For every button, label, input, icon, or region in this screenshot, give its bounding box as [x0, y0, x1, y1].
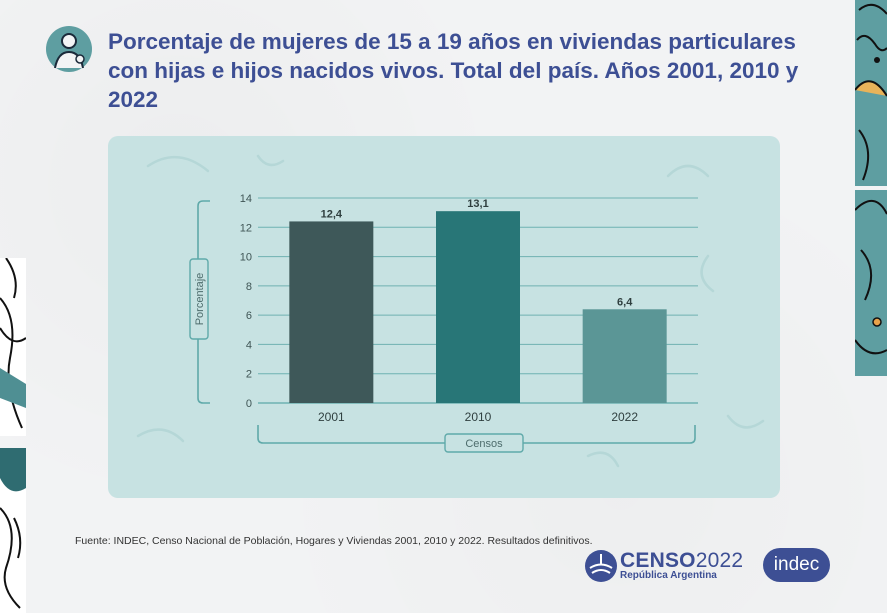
censo-logo-subtitle: República Argentina: [620, 570, 717, 581]
bar-2001: [289, 221, 374, 403]
decorative-illustration-right-bottom: [855, 190, 887, 376]
y-axis-label-box: [189, 258, 209, 340]
bars: [289, 211, 667, 403]
y-axis-label-group: Porcentaje: [189, 200, 210, 404]
x-axis-label-box: [444, 433, 524, 453]
y-tick-label: 4: [246, 339, 252, 351]
y-tick-label: 12: [240, 222, 252, 234]
bar-2010: [436, 211, 520, 403]
y-tick-label: 10: [240, 252, 252, 264]
y-tick-labels: 0 2 4 6 8 10 12 14: [240, 193, 252, 410]
x-tick-label-2001: 2001: [318, 410, 345, 424]
y-tick-label: 2: [246, 369, 252, 381]
bar-chart: 0 2 4 6 8 10 12 14 12,4 13,1 6,4 2001 2010 2022 Por…: [136, 154, 765, 468]
x-tick-labels: 2001 2010 2022: [318, 410, 638, 424]
x-axis-label: Censos: [465, 438, 503, 450]
x-tick-label-2010: 2010: [465, 410, 492, 424]
value-label-2022: 6,4: [617, 296, 633, 308]
censo-logo-icon: [585, 550, 617, 582]
y-axis-label: Porcentaje: [194, 273, 206, 326]
x-axis-label-group: Censos: [257, 425, 696, 453]
panel-decoration: [136, 154, 765, 468]
y-tick-label: 8: [246, 281, 252, 293]
decorative-illustration-left-top: [0, 258, 26, 436]
x-tick-label-2022: 2022: [611, 410, 638, 424]
y-tick-label: 14: [240, 193, 252, 205]
censo-logo: CENSO2022 República Argentina: [584, 549, 743, 583]
value-label-2010: 13,1: [467, 198, 488, 210]
value-label-2001: 12,4: [321, 208, 343, 220]
value-labels: 12,4 13,1 6,4: [321, 198, 634, 308]
women-illustration-icon: [44, 24, 94, 74]
decorative-illustration-right-top: [855, 0, 887, 186]
source-note: Fuente: INDEC, Censo Nacional de Poblaci…: [75, 535, 593, 547]
y-tick-label: 0: [246, 398, 252, 410]
y-tick-label: 6: [246, 310, 252, 322]
chart-panel: 0 2 4 6 8 10 12 14 12,4 13,1 6,4 2001 2010 2022 Por…: [108, 136, 780, 498]
bar-2022: [582, 309, 667, 403]
censo-logo-brand: CENSO2022: [620, 549, 744, 572]
decorative-illustration-left-bottom: [0, 448, 26, 613]
indec-logo: indec: [763, 548, 830, 582]
page-title: Porcentaje de mujeres de 15 a 19 años en…: [108, 29, 799, 112]
